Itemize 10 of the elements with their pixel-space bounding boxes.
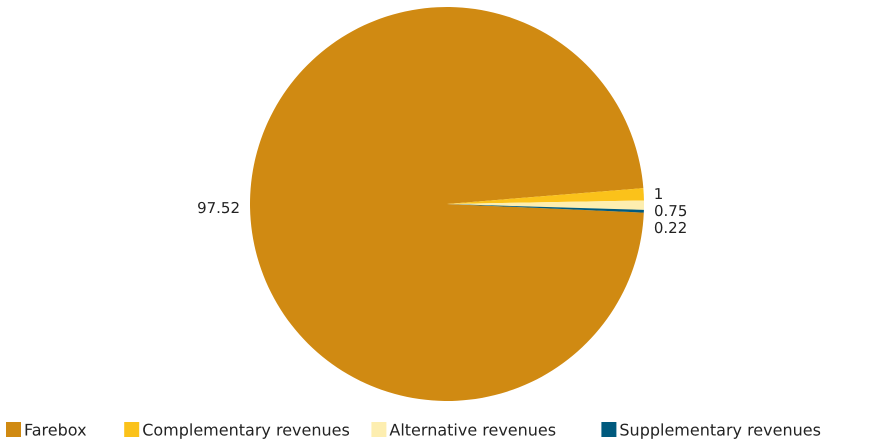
pie-slice — [447, 188, 644, 204]
data-label: 0.22 — [654, 219, 688, 238]
pie-slice — [250, 7, 644, 401]
legend-label: Complementary revenues — [142, 420, 350, 440]
data-label: 1 — [654, 185, 664, 204]
data-label: 0.75 — [654, 202, 688, 220]
legend-label: Alternative revenues — [389, 420, 556, 440]
legend-label: Farebox — [24, 420, 87, 440]
legend-label: Supplementary revenues — [619, 420, 821, 440]
data-label: 97.52 — [197, 199, 240, 218]
